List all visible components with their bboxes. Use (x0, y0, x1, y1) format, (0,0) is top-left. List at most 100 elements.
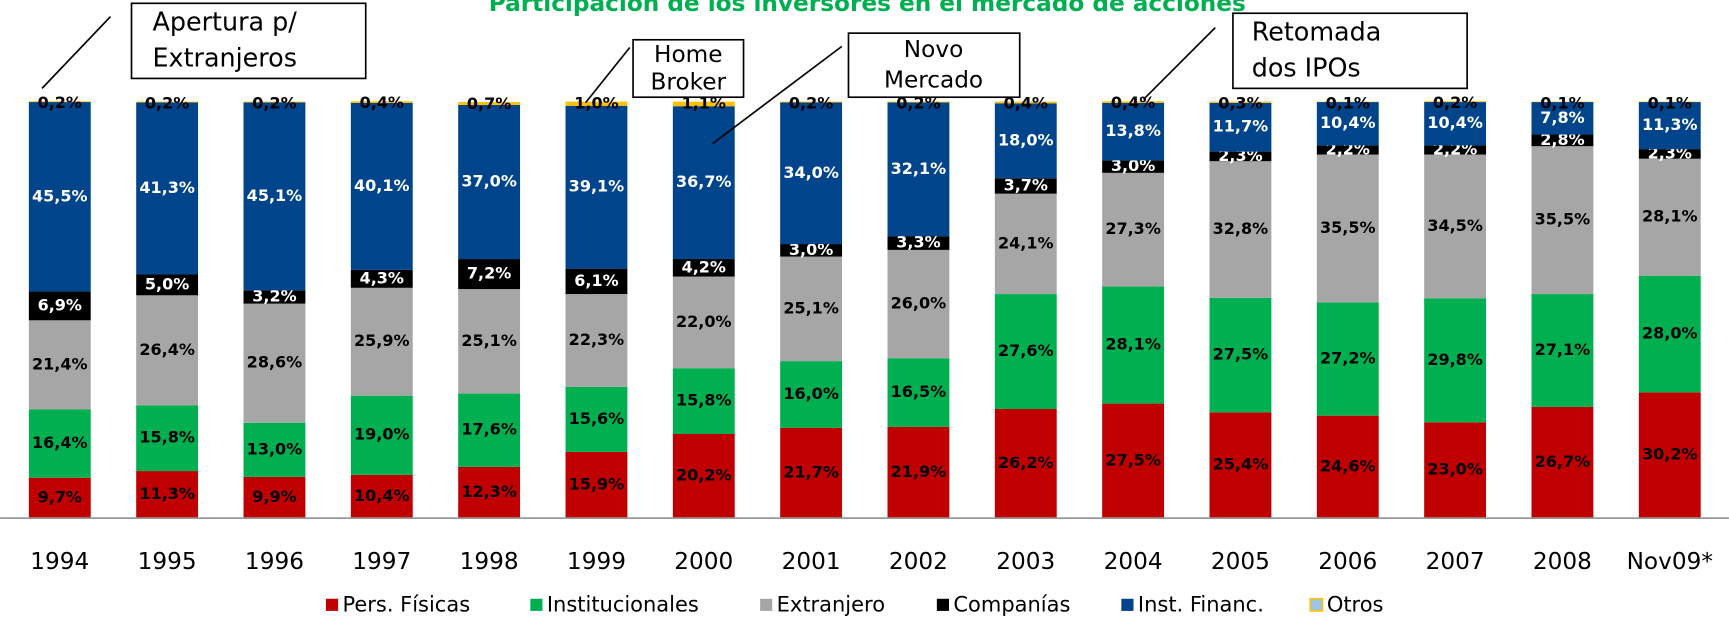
data-label: 6,1% (574, 271, 618, 290)
data-label: 26,7% (1535, 452, 1591, 471)
data-label: 27,6% (998, 341, 1054, 360)
x-tick-label: 2001 (782, 548, 841, 575)
data-label: 0,1% (1540, 93, 1584, 112)
annotation-text: Extranjeros (152, 43, 296, 73)
data-label: 4,2% (682, 257, 726, 276)
annotation-text: Broker (651, 68, 727, 95)
data-label: 27,3% (1105, 219, 1161, 238)
legend-swatch (760, 599, 772, 611)
data-label: 18,0% (998, 130, 1054, 149)
legend-label: Pers. Físicas (343, 592, 471, 616)
data-label: 13,0% (247, 439, 303, 458)
data-label: 32,8% (1213, 219, 1269, 238)
x-tick-label: 2004 (1104, 548, 1163, 575)
data-label: 13,8% (1105, 121, 1161, 140)
data-label: 15,8% (139, 428, 195, 447)
legend-swatch (937, 599, 949, 611)
data-label: 26,4% (139, 340, 195, 359)
data-label: 3,7% (1004, 175, 1048, 194)
data-label: 9,9% (252, 487, 296, 506)
annotation-text: Home (654, 41, 722, 68)
data-label: 36,7% (676, 172, 732, 191)
data-label: 25,1% (783, 298, 839, 317)
data-label: 0,2% (252, 93, 296, 112)
legend-label: Institucionales (547, 592, 699, 616)
x-tick-label: 1996 (245, 548, 304, 575)
data-label: 16,0% (783, 384, 839, 403)
annotation-pointer (1143, 28, 1215, 100)
data-label: 25,1% (461, 331, 517, 350)
data-label: 24,6% (1320, 456, 1376, 475)
data-label: 0,2% (789, 93, 833, 112)
x-tick-label: 2000 (674, 548, 733, 575)
legend-swatch (1310, 599, 1322, 611)
data-label: 39,1% (569, 177, 625, 196)
data-label: 0,7% (467, 94, 511, 113)
data-label: 11,3% (139, 484, 195, 503)
x-tick-label: 2006 (1318, 548, 1377, 575)
legend-swatch (1121, 599, 1133, 611)
data-label: 17,6% (461, 420, 517, 439)
annotation-text: dos IPOs (1252, 53, 1361, 83)
x-tick-label: 1998 (460, 548, 519, 575)
data-label: 30,2% (1642, 445, 1698, 464)
data-label: 26,0% (891, 294, 947, 313)
data-label: 0,1% (1648, 93, 1692, 112)
data-label: 9,7% (38, 487, 82, 506)
data-label: 27,5% (1213, 345, 1269, 364)
data-label: 22,3% (569, 330, 625, 349)
data-label: 0,2% (38, 93, 82, 112)
data-label: 24,1% (998, 233, 1054, 252)
data-label: 0,2% (145, 93, 189, 112)
data-label: 28,1% (1642, 207, 1698, 226)
data-label: 10,4% (1320, 113, 1376, 132)
x-tick-label: 1995 (138, 548, 197, 575)
data-label: 26,2% (998, 453, 1054, 472)
x-tick-label: Nov09* (1627, 548, 1713, 575)
x-tick-label: 2003 (996, 548, 1055, 575)
legend-label: Extranjero (777, 592, 885, 616)
data-label: 6,9% (38, 295, 82, 314)
legend-swatch (326, 599, 338, 611)
data-label: 28,0% (1642, 324, 1698, 343)
annotation-pointer (42, 17, 110, 89)
data-label: 15,9% (569, 475, 625, 494)
data-label: 45,5% (32, 186, 88, 205)
data-label: 21,7% (783, 462, 839, 481)
data-label: 40,1% (354, 176, 410, 195)
legend-label: Inst. Financ. (1138, 592, 1264, 616)
x-tick-label: 2007 (1426, 548, 1485, 575)
data-label: 27,2% (1320, 349, 1376, 368)
data-label: 20,2% (676, 466, 732, 485)
data-label: 21,9% (891, 462, 947, 481)
data-label: 25,4% (1213, 455, 1269, 474)
x-tick-label: 1997 (352, 548, 411, 575)
annotation-text: Apertura p/ (152, 7, 297, 37)
data-label: 0,2% (1433, 93, 1477, 112)
annotation-text: Retomada (1252, 17, 1382, 47)
legend-swatch (530, 599, 542, 611)
data-label: 34,0% (783, 163, 839, 182)
data-label: 35,5% (1535, 210, 1591, 229)
data-label: 25,9% (354, 331, 410, 350)
data-label: 37,0% (461, 172, 517, 191)
data-label: 15,8% (676, 391, 732, 410)
data-label: 15,6% (569, 409, 625, 428)
data-label: 0,1% (1326, 93, 1370, 112)
data-label: 27,5% (1105, 450, 1161, 469)
data-label: 10,4% (354, 486, 410, 505)
annotation-text: Novo (904, 36, 963, 63)
data-label: 0,4% (1111, 93, 1155, 112)
x-tick-label: 2008 (1533, 548, 1592, 575)
data-label: 11,3% (1642, 115, 1698, 134)
data-label: 28,6% (247, 353, 303, 372)
data-label: 29,8% (1427, 350, 1483, 369)
data-label: 34,5% (1427, 216, 1483, 235)
chart-title: Participación de los inversores en el me… (489, 0, 1246, 17)
data-label: 27,1% (1535, 340, 1591, 359)
data-label: 21,4% (32, 354, 88, 373)
data-label: 41,3% (139, 178, 195, 197)
data-label: 35,5% (1320, 218, 1376, 237)
data-label: 12,3% (461, 482, 517, 501)
annotation-text: Mercado (884, 67, 983, 94)
